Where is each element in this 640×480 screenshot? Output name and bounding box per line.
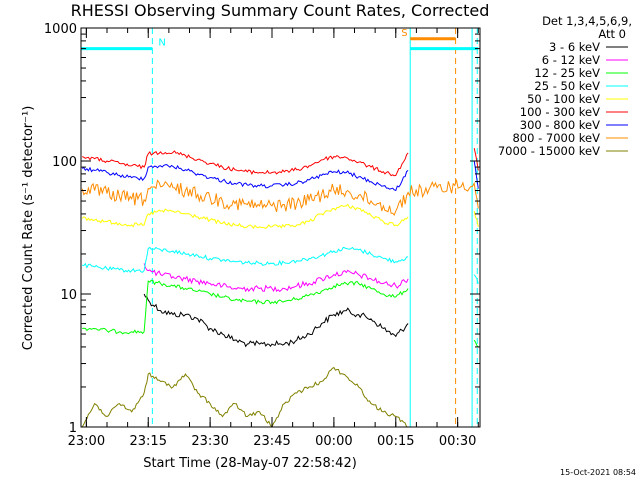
series-line [81, 203, 479, 230]
plot-frame [80, 27, 481, 428]
series-line [81, 179, 479, 216]
x-tick-label: 00:30 [439, 434, 476, 449]
y-tick-label: 1 [69, 421, 77, 436]
series-line [143, 293, 409, 348]
legend-label: 300 - 800 keV [520, 118, 600, 132]
series-line [82, 147, 479, 177]
timestamp: 15-Oct-2021 08:54 [560, 468, 636, 477]
x-axis-label: Start Time (28-May-07 22:58:42) [143, 456, 357, 471]
legend-label: 7000 - 15000 keV [498, 144, 600, 158]
series-line [82, 279, 479, 348]
plot-area: NS [81, 28, 479, 427]
y-tick-label: 100 [52, 155, 77, 170]
legend-label: 3 - 6 keV [549, 40, 600, 54]
y-tick-label: 1000 [44, 22, 77, 37]
legend-header-1: Det 1,3,4,5,6,9, [542, 14, 632, 28]
legend-label: 25 - 50 keV [534, 79, 600, 93]
y-tick-label: 10 [60, 288, 77, 303]
x-tick-label: 23:45 [253, 434, 290, 449]
chart-title: RHESSI Observing Summary Count Rates, Co… [71, 1, 490, 20]
series-group [81, 28, 479, 427]
series-line [82, 246, 479, 284]
legend-label: 12 - 25 keV [534, 66, 600, 80]
legend-header-2: Att 0 [598, 27, 626, 41]
flag-label: N [158, 38, 165, 49]
y-axis-label: Corrected Count Rate (s⁻¹ detector⁻¹) [21, 106, 36, 351]
series-line [143, 263, 409, 293]
axes: 1 10 100 1000 23:00 23:15 23:30 23:45 00:00 00:15… [44, 22, 480, 449]
x-tick-label: 23:00 [68, 434, 105, 449]
x-tick-label: 23:15 [130, 434, 167, 449]
flag-label: S [401, 28, 407, 39]
legend-label: 50 - 100 keV [527, 92, 600, 106]
legend-label: 800 - 7000 keV [512, 131, 600, 145]
x-tick-label: 00:15 [377, 434, 414, 449]
x-tick-label: 23:30 [191, 434, 228, 449]
legend-label: 6 - 12 keV [542, 53, 600, 67]
x-tick-label: 00:00 [315, 434, 352, 449]
series-line [81, 366, 409, 427]
legend-label: 100 - 300 keV [520, 105, 600, 119]
